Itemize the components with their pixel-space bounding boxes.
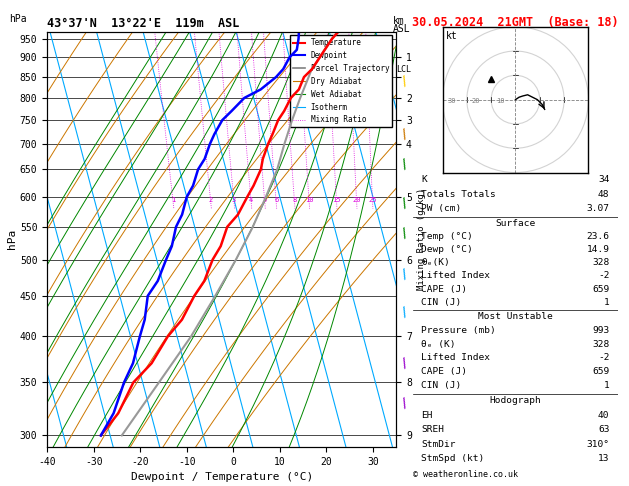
Text: 40: 40 bbox=[598, 411, 610, 420]
Y-axis label: hPa: hPa bbox=[7, 229, 17, 249]
Text: 3.07: 3.07 bbox=[586, 205, 610, 213]
Text: 34: 34 bbox=[598, 175, 610, 184]
Text: 310°: 310° bbox=[586, 439, 610, 449]
Text: 659: 659 bbox=[593, 284, 610, 294]
Text: Surface: Surface bbox=[496, 219, 535, 228]
Text: © weatheronline.co.uk: © weatheronline.co.uk bbox=[413, 469, 518, 479]
Text: 328: 328 bbox=[593, 259, 610, 267]
Text: CIN (J): CIN (J) bbox=[421, 381, 462, 390]
Text: 2: 2 bbox=[209, 197, 213, 203]
Text: /: / bbox=[398, 395, 411, 410]
Text: /: / bbox=[398, 73, 411, 88]
Text: CAPE (J): CAPE (J) bbox=[421, 284, 467, 294]
Text: 15: 15 bbox=[332, 197, 341, 203]
Text: StmDir: StmDir bbox=[421, 439, 456, 449]
Text: θₑ(K): θₑ(K) bbox=[421, 259, 450, 267]
Text: Lifted Index: Lifted Index bbox=[421, 353, 491, 362]
Text: K: K bbox=[421, 175, 427, 184]
Text: 13: 13 bbox=[598, 454, 610, 463]
Text: hPa: hPa bbox=[9, 14, 27, 24]
Text: -2: -2 bbox=[598, 353, 610, 362]
Text: CAPE (J): CAPE (J) bbox=[421, 367, 467, 376]
Text: Most Unstable: Most Unstable bbox=[478, 312, 553, 321]
Text: 3: 3 bbox=[232, 197, 237, 203]
Text: /: / bbox=[398, 304, 411, 319]
Text: /: / bbox=[398, 127, 411, 141]
Text: 8: 8 bbox=[292, 197, 297, 203]
Text: 4: 4 bbox=[249, 197, 253, 203]
Legend: Temperature, Dewpoint, Parcel Trajectory, Dry Adiabat, Wet Adiabat, Isotherm, Mi: Temperature, Dewpoint, Parcel Trajectory… bbox=[290, 35, 392, 127]
Text: EH: EH bbox=[421, 411, 433, 420]
Text: /: / bbox=[398, 226, 411, 241]
Text: 10: 10 bbox=[305, 197, 313, 203]
Text: 25: 25 bbox=[369, 197, 377, 203]
Text: 23.6: 23.6 bbox=[586, 232, 610, 242]
Text: 10: 10 bbox=[496, 98, 504, 104]
Text: 993: 993 bbox=[593, 326, 610, 335]
Text: km: km bbox=[393, 16, 405, 26]
Text: CIN (J): CIN (J) bbox=[421, 297, 462, 307]
Text: 328: 328 bbox=[593, 340, 610, 348]
Text: PW (cm): PW (cm) bbox=[421, 205, 462, 213]
Text: SREH: SREH bbox=[421, 425, 445, 434]
Text: /: / bbox=[398, 195, 411, 210]
Text: ASL: ASL bbox=[393, 24, 411, 35]
Text: 659: 659 bbox=[593, 367, 610, 376]
X-axis label: Dewpoint / Temperature (°C): Dewpoint / Temperature (°C) bbox=[131, 472, 313, 483]
Text: 1: 1 bbox=[604, 381, 610, 390]
Text: Temp (°C): Temp (°C) bbox=[421, 232, 473, 242]
Text: kt: kt bbox=[445, 31, 457, 41]
Text: 14.9: 14.9 bbox=[586, 245, 610, 254]
Text: 20: 20 bbox=[472, 98, 480, 104]
Text: /: / bbox=[398, 356, 411, 371]
Text: 30.05.2024  21GMT  (Base: 18): 30.05.2024 21GMT (Base: 18) bbox=[412, 16, 618, 29]
Text: 43°37'N  13°22'E  119m  ASL: 43°37'N 13°22'E 119m ASL bbox=[47, 17, 240, 30]
Text: 30: 30 bbox=[447, 98, 456, 104]
Text: /: / bbox=[398, 156, 411, 172]
Text: /: / bbox=[398, 266, 411, 281]
Y-axis label: Mixing Ratio (g/kg): Mixing Ratio (g/kg) bbox=[418, 188, 426, 291]
Text: StmSpd (kt): StmSpd (kt) bbox=[421, 454, 485, 463]
Text: Dewp (°C): Dewp (°C) bbox=[421, 245, 473, 254]
Text: 20: 20 bbox=[352, 197, 361, 203]
Text: 1: 1 bbox=[171, 197, 175, 203]
Text: Lifted Index: Lifted Index bbox=[421, 272, 491, 280]
Text: Hodograph: Hodograph bbox=[489, 397, 542, 405]
Text: 5: 5 bbox=[263, 197, 267, 203]
Text: 63: 63 bbox=[598, 425, 610, 434]
Text: 6: 6 bbox=[274, 197, 278, 203]
Text: θₑ (K): θₑ (K) bbox=[421, 340, 456, 348]
Text: Totals Totals: Totals Totals bbox=[421, 190, 496, 199]
Text: 1: 1 bbox=[604, 297, 610, 307]
Text: Pressure (mb): Pressure (mb) bbox=[421, 326, 496, 335]
Text: -2: -2 bbox=[598, 272, 610, 280]
Text: LCL: LCL bbox=[396, 65, 411, 74]
Text: 48: 48 bbox=[598, 190, 610, 199]
